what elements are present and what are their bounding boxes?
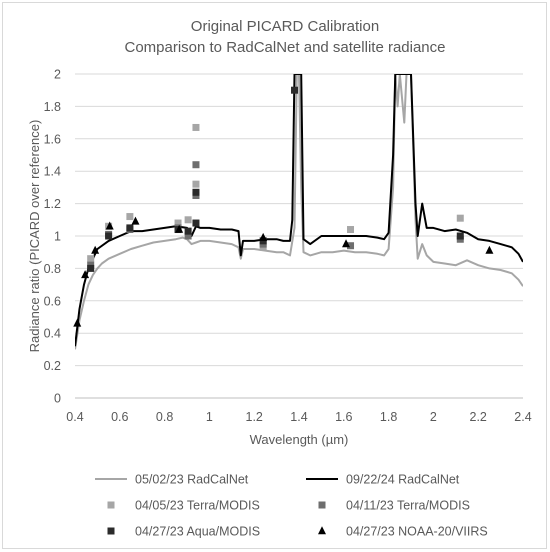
x-tick-label: 2 [430,410,437,424]
y-tick-label: 1.2 [44,197,61,211]
data-point-square [456,214,464,222]
y-tick-label: 0.8 [44,262,61,276]
x-tick-label: 0.6 [111,410,128,424]
data-point-square [456,232,464,240]
data-point-square [126,224,134,232]
series-layer [73,74,523,350]
x-tick-label: 1.2 [246,410,263,424]
data-point-square [347,242,355,250]
y-tick-label: 0 [54,392,61,406]
legend-label: 04/11/23 Terra/MODIS [346,499,470,513]
x-tick-label: 1.8 [380,410,397,424]
chart-title-line2: Comparison to RadCalNet and satellite ra… [124,39,445,56]
data-point-square [291,86,299,94]
data-point-triangle [342,239,351,248]
y-tick-labels: 0 0.2 0.4 0.6 0.8 1 1.2 1.4 1.6 1.8 2 [44,68,61,406]
data-point-square [174,219,182,227]
data-point-triangle [73,318,82,327]
legend: 05/02/23 RadCalNet 09/22/24 RadCalNet 04/0… [95,473,488,539]
data-point-triangle [91,245,100,254]
legend-label: 05/02/23 RadCalNet [135,473,249,487]
data-point-square [184,216,192,224]
x-tick-labels: 0.4 0.6 0.8 1 1.2 1.4 1.6 1.8 2 2.2 2.4 [66,410,531,424]
legend-label: 04/05/23 Terra/MODIS [135,499,260,513]
legend-label: 04/27/23 Aqua/MODIS [135,525,260,539]
data-point-square [347,226,355,234]
x-tick-label: 1 [206,410,213,424]
series-line [75,74,523,350]
y-axis-label: Radiance ratio (PICARD over reference) [27,120,42,353]
data-point-square [105,232,113,240]
x-tick-label: 2.2 [470,410,487,424]
data-point-square [192,188,200,196]
legend-swatch [107,501,115,509]
x-tick-label: 0.4 [66,410,83,424]
y-tick-label: 0.2 [44,359,61,373]
y-tick-label: 0.4 [44,327,61,341]
legend-swatch [318,501,326,509]
y-tick-label: 1 [54,230,61,244]
legend-swatch [107,527,115,535]
data-point-triangle [131,216,140,225]
y-tick-label: 1.4 [44,165,61,179]
legend-label: 09/22/24 RadCalNet [346,473,460,487]
data-point-square [192,219,200,227]
data-point-square [192,161,200,169]
x-tick-label: 1.6 [335,410,352,424]
series-line [75,74,523,347]
gridlines [75,73,523,399]
y-tick-label: 0.6 [44,294,61,308]
data-point-triangle [81,270,90,279]
data-point-square [126,213,134,221]
y-tick-label: 1.6 [44,132,61,146]
data-point-square [87,264,95,272]
data-point-triangle [105,221,114,230]
legend-swatch [318,526,326,535]
x-tick-label: 1.4 [290,410,307,424]
data-point-square [259,237,267,245]
x-tick-label: 2.4 [514,410,531,424]
data-point-square [184,227,192,235]
data-point-square [184,232,192,240]
data-point-square [192,180,200,188]
x-tick-label: 0.8 [156,410,173,424]
data-point-square [192,123,200,131]
data-point-triangle [259,232,268,241]
x-axis-label: Wavelength (µm) [250,432,349,447]
chart-title-line1: Original PICARD Calibration [191,18,379,35]
legend-label: 04/27/23 NOAA-20/VIIRS [346,525,488,539]
data-point-square [87,255,95,263]
y-tick-label: 1.8 [44,100,61,114]
data-point-triangle [175,224,184,233]
data-point-triangle [485,245,494,254]
y-tick-label: 2 [54,68,61,82]
